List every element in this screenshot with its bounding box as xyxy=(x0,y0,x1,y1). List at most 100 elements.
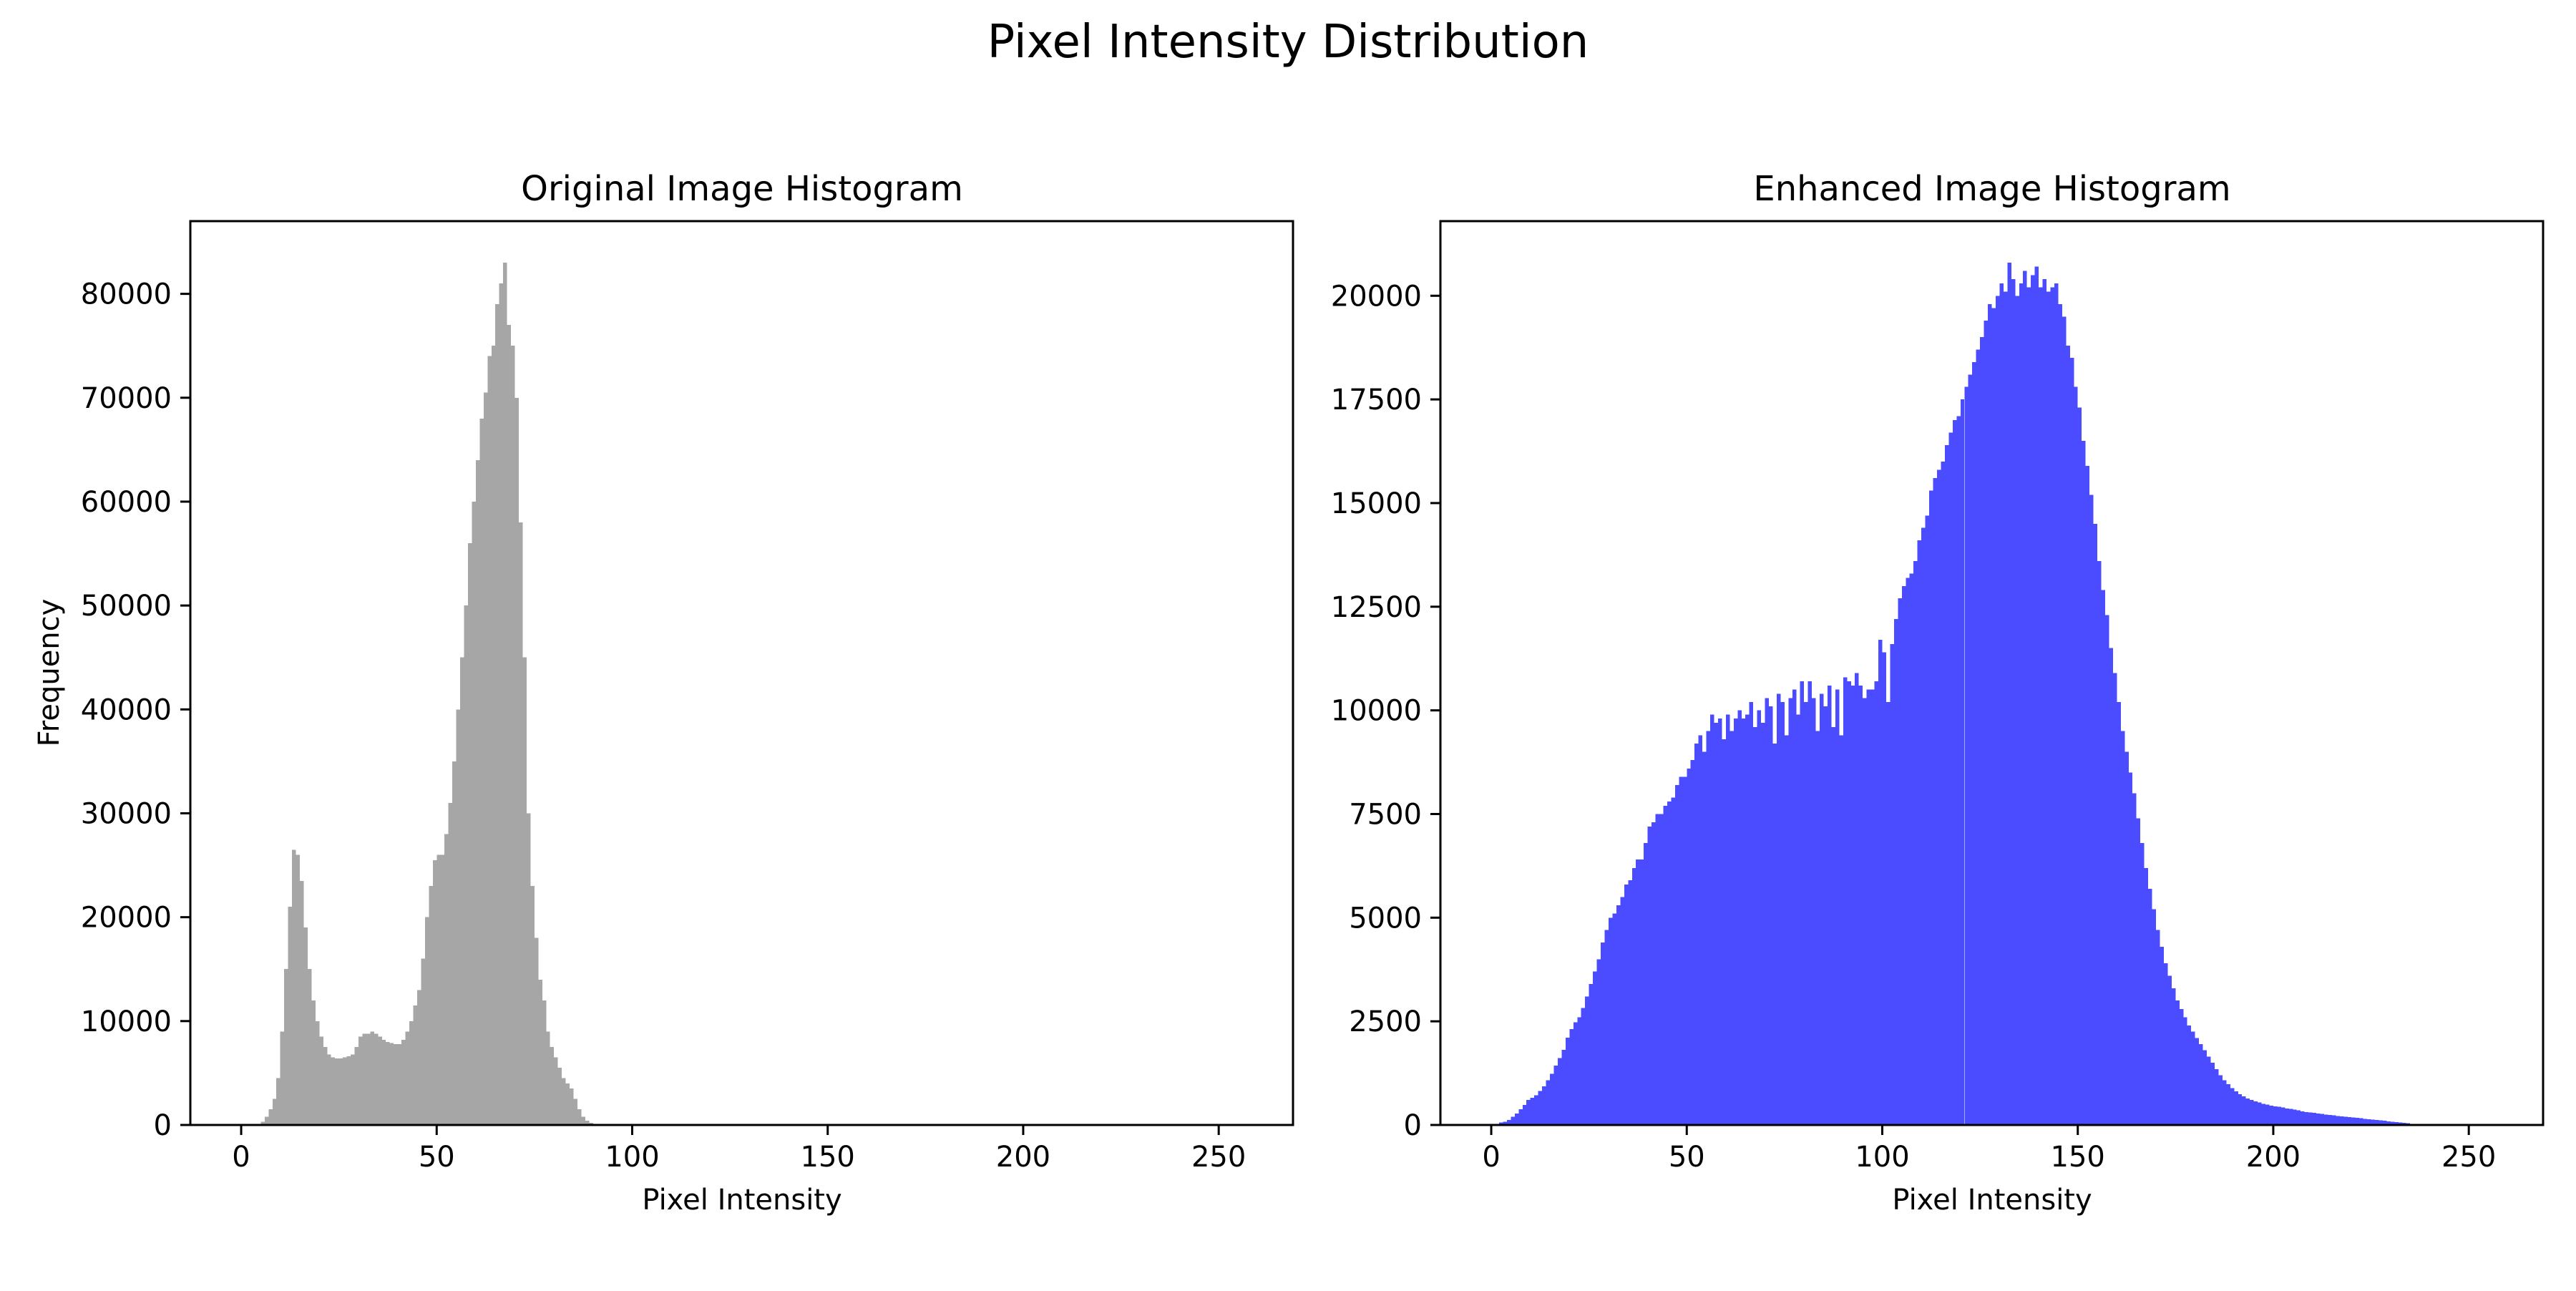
enhanced-histogram-bar xyxy=(2183,1017,2187,1125)
enhanced-y-tick-label: 2500 xyxy=(1349,1005,1422,1038)
enhanced-histogram-bar xyxy=(1722,739,1726,1125)
enhanced-histogram-bar xyxy=(1667,802,1672,1125)
enhanced-histogram-bar xyxy=(2160,946,2164,1125)
enhanced-y-tick-label: 12500 xyxy=(1331,591,1422,624)
original-y-tick-label: 60000 xyxy=(81,486,172,519)
enhanced-histogram-bar xyxy=(2156,930,2160,1125)
enhanced-histogram-bar xyxy=(2112,673,2117,1125)
enhanced-histogram-bar xyxy=(1741,718,1746,1125)
enhanced-histogram-bar xyxy=(1639,859,1644,1125)
enhanced-histogram-bar xyxy=(1561,1050,1566,1125)
enhanced-histogram-bar xyxy=(1878,640,1883,1125)
enhanced-histogram-bar xyxy=(1679,776,1683,1125)
enhanced-histogram-bar xyxy=(2371,1119,2376,1125)
original-histogram-bar xyxy=(503,263,507,1125)
enhanced-histogram-bar xyxy=(2328,1115,2332,1125)
enhanced-histogram-bar xyxy=(2230,1088,2235,1125)
enhanced-histogram-bar xyxy=(2179,1008,2184,1125)
original-histogram-bar xyxy=(467,543,472,1125)
enhanced-histogram-bar xyxy=(2128,772,2133,1125)
enhanced-histogram-bar xyxy=(1604,930,1609,1125)
original-histogram-bar xyxy=(514,397,519,1125)
enhanced-histogram-bar xyxy=(1526,1100,1531,1125)
original-histogram-bar xyxy=(386,1041,390,1125)
original-histogram-bar xyxy=(522,657,527,1125)
enhanced-histogram-bar xyxy=(1725,714,1730,1125)
enhanced-histogram-bar xyxy=(1498,1122,1503,1125)
enhanced-histogram-bar xyxy=(2277,1106,2281,1125)
enhanced-histogram-bar xyxy=(2082,441,2086,1125)
original-histogram-bar xyxy=(381,1039,386,1125)
enhanced-histogram-bar xyxy=(2003,291,2008,1125)
original-histogram-bar xyxy=(429,886,433,1125)
enhanced-histogram-bar xyxy=(1933,478,1937,1125)
enhanced-histogram-bar xyxy=(1815,731,1820,1125)
enhanced-histogram-bar xyxy=(1898,598,1902,1125)
enhanced-histogram-bar xyxy=(2175,1000,2180,1125)
enhanced-y-tick-label: 0 xyxy=(1404,1109,1422,1142)
original-histogram-bar xyxy=(421,958,425,1125)
enhanced-histogram-bar xyxy=(1827,685,1832,1125)
enhanced-y-tick-label: 5000 xyxy=(1349,902,1422,935)
original-y-tick-label: 50000 xyxy=(81,590,172,623)
original-y-tick-label: 0 xyxy=(154,1109,172,1142)
enhanced-histogram-bar xyxy=(2273,1106,2278,1125)
enhanced-histogram-bar xyxy=(1761,723,1765,1125)
enhanced-histogram-bar xyxy=(1674,784,1679,1125)
original-x-tick-label: 0 xyxy=(232,1141,250,1174)
enhanced-histogram-bar xyxy=(1948,432,1953,1125)
enhanced-histogram-bar xyxy=(1585,996,1589,1125)
enhanced-histogram-bar xyxy=(2394,1121,2399,1125)
enhanced-histogram-bar xyxy=(2163,963,2168,1125)
enhanced-histogram-bar xyxy=(1850,685,1855,1125)
enhanced-histogram-bar xyxy=(1784,735,1789,1125)
enhanced-y-tick-label: 20000 xyxy=(1331,280,1422,313)
enhanced-histogram-bar xyxy=(2171,988,2176,1125)
enhanced-histogram-bar xyxy=(2077,407,2082,1125)
enhanced-histogram-bar xyxy=(2104,615,2109,1125)
original-histogram-bar xyxy=(483,392,488,1125)
enhanced-histogram-bar xyxy=(1745,714,1750,1125)
enhanced-histogram-bar xyxy=(1820,693,1824,1125)
original-histogram-title: Original Image Histogram xyxy=(521,169,963,209)
enhanced-histogram-bar xyxy=(1839,735,1843,1125)
enhanced-histogram-bar xyxy=(2046,291,2051,1125)
enhanced-histogram-bar xyxy=(2093,523,2098,1125)
enhanced-histogram-bar xyxy=(2250,1100,2254,1125)
original-histogram-bars xyxy=(260,263,601,1126)
enhanced-histogram-bar xyxy=(1612,913,1616,1125)
enhanced-histogram-bar xyxy=(1749,702,1754,1125)
original-histogram-bar xyxy=(374,1033,379,1125)
enhanced-histogram-bar xyxy=(2288,1109,2293,1125)
enhanced-histogram-bar xyxy=(2382,1121,2387,1125)
enhanced-histogram-bar xyxy=(1753,726,1757,1125)
enhanced-histogram-bar xyxy=(2026,287,2031,1126)
enhanced-histogram-bar xyxy=(2316,1113,2321,1125)
enhanced-histogram-bar xyxy=(2039,287,2043,1126)
enhanced-histogram-bar xyxy=(1893,619,1898,1125)
enhanced-histogram-bar xyxy=(1944,444,1949,1125)
enhanced-histogram-bar xyxy=(1921,527,1926,1125)
original-histogram-bar xyxy=(343,1057,347,1125)
enhanced-histogram-bar xyxy=(1631,867,1636,1125)
original-histogram-bar xyxy=(288,907,293,1125)
original-histogram-bar xyxy=(394,1043,398,1125)
original-histogram-bar xyxy=(452,761,457,1125)
original-histogram-bar xyxy=(362,1033,366,1125)
enhanced-histogram-bar xyxy=(2226,1084,2230,1125)
original-x-tick-label: 100 xyxy=(605,1141,659,1174)
enhanced-histogram-bar xyxy=(1593,971,1597,1125)
enhanced-histogram-y-axis: 0 2500 5000 7500 10000 12500 15000 17500 20000 xyxy=(1331,280,1440,1142)
enhanced-histogram-bar xyxy=(1995,296,2000,1125)
original-histogram-bar xyxy=(416,990,421,1125)
original-histogram-y-label: Frequency xyxy=(33,599,66,747)
enhanced-histogram-bar xyxy=(1655,814,1660,1125)
enhanced-histogram-bar xyxy=(1553,1066,1558,1125)
enhanced-histogram-bar xyxy=(2144,867,2149,1125)
original-histogram-bar xyxy=(323,1047,328,1125)
enhanced-histogram-bar xyxy=(1663,805,1667,1125)
enhanced-histogram-bar xyxy=(1514,1113,1519,1125)
original-histogram-bar xyxy=(409,1020,414,1125)
enhanced-histogram-bar xyxy=(2343,1116,2348,1125)
original-histogram-bar xyxy=(542,1000,547,1125)
